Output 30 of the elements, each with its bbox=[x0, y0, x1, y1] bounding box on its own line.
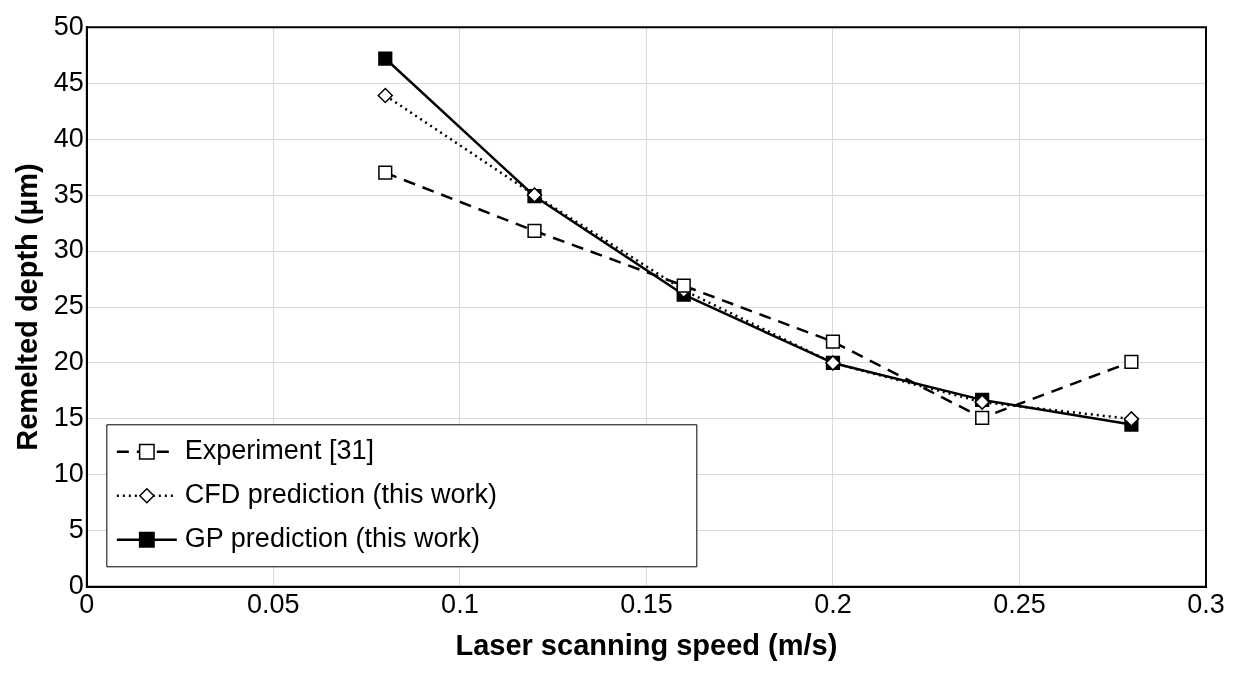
y-tick-label: 20 bbox=[53, 346, 84, 377]
legend-label: Experiment [31] bbox=[184, 435, 374, 466]
point bbox=[975, 410, 990, 425]
legend-label: GP prediction (this work) bbox=[184, 523, 480, 554]
x-tick-label: 0.1 bbox=[441, 589, 479, 620]
y-tick-label: 30 bbox=[53, 234, 84, 265]
x-axis-title: Laser scanning speed (m/s) bbox=[455, 628, 838, 661]
y-axis-title: Remelted depth (µm) bbox=[11, 163, 44, 451]
legend-label: CFD prediction (this work) bbox=[184, 479, 497, 510]
point bbox=[378, 165, 393, 180]
point bbox=[378, 51, 393, 66]
point bbox=[825, 334, 841, 349]
y-tick-label: 25 bbox=[53, 290, 84, 321]
x-tick-label: 0.2 bbox=[814, 589, 852, 620]
x-tick-label: 0.15 bbox=[620, 589, 673, 620]
y-tick-label: 15 bbox=[53, 402, 84, 433]
point bbox=[1123, 411, 1140, 427]
x-tick-label: 0.25 bbox=[993, 589, 1046, 620]
point bbox=[377, 87, 394, 104]
y-tick-label: 5 bbox=[68, 514, 84, 545]
point bbox=[676, 278, 691, 293]
x-tick-label: 0.05 bbox=[247, 589, 300, 620]
x-tick-label: 0.3 bbox=[1187, 589, 1225, 620]
y-tick-label: 10 bbox=[53, 458, 84, 489]
y-tick-label: 45 bbox=[53, 66, 84, 97]
point bbox=[527, 223, 542, 239]
y-tick-label: 35 bbox=[53, 178, 84, 209]
y-tick-label: 40 bbox=[53, 122, 84, 153]
point bbox=[1124, 354, 1139, 369]
y-tick-label: 50 bbox=[53, 10, 84, 41]
